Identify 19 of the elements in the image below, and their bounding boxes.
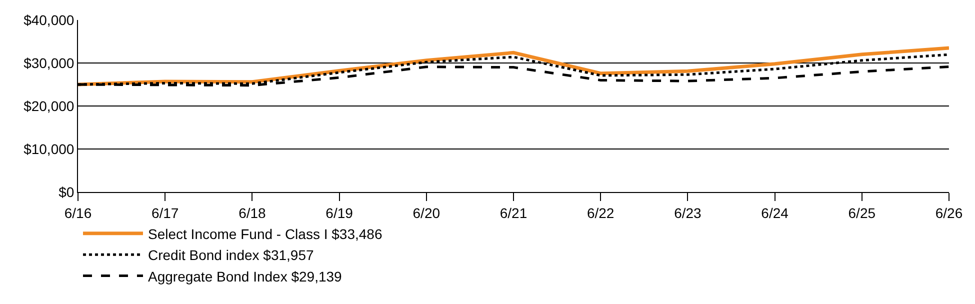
legend-label: Credit Bond index $31,957 (148, 247, 314, 264)
x-tick-label: 6/23 (674, 204, 702, 221)
x-tick-label: 6/20 (412, 204, 440, 221)
x-tick-label: 6/26 (935, 204, 963, 221)
x-tick-label: 6/19 (326, 204, 354, 221)
x-tick-label: 6/21 (500, 204, 528, 221)
y-tick-label: $30,000 (24, 54, 74, 71)
y-tick-label: $20,000 (24, 98, 74, 114)
legend-label: Aggregate Bond Index $29,139 (148, 268, 342, 284)
y-tick-label: $40,000 (24, 12, 74, 28)
y-tick-label: $10,000 (24, 140, 74, 157)
y-tick-label: $0 (58, 184, 74, 200)
legend-label: Select Income Fund - Class I $33,486 (148, 226, 382, 242)
x-tick-label: 6/25 (848, 204, 876, 221)
x-tick-label: 6/17 (151, 204, 179, 221)
x-tick-label: 6/22 (586, 204, 614, 221)
x-tick-label: 6/18 (238, 204, 266, 221)
x-tick-label: 6/16 (64, 204, 92, 221)
x-tick-label: 6/24 (761, 204, 789, 221)
